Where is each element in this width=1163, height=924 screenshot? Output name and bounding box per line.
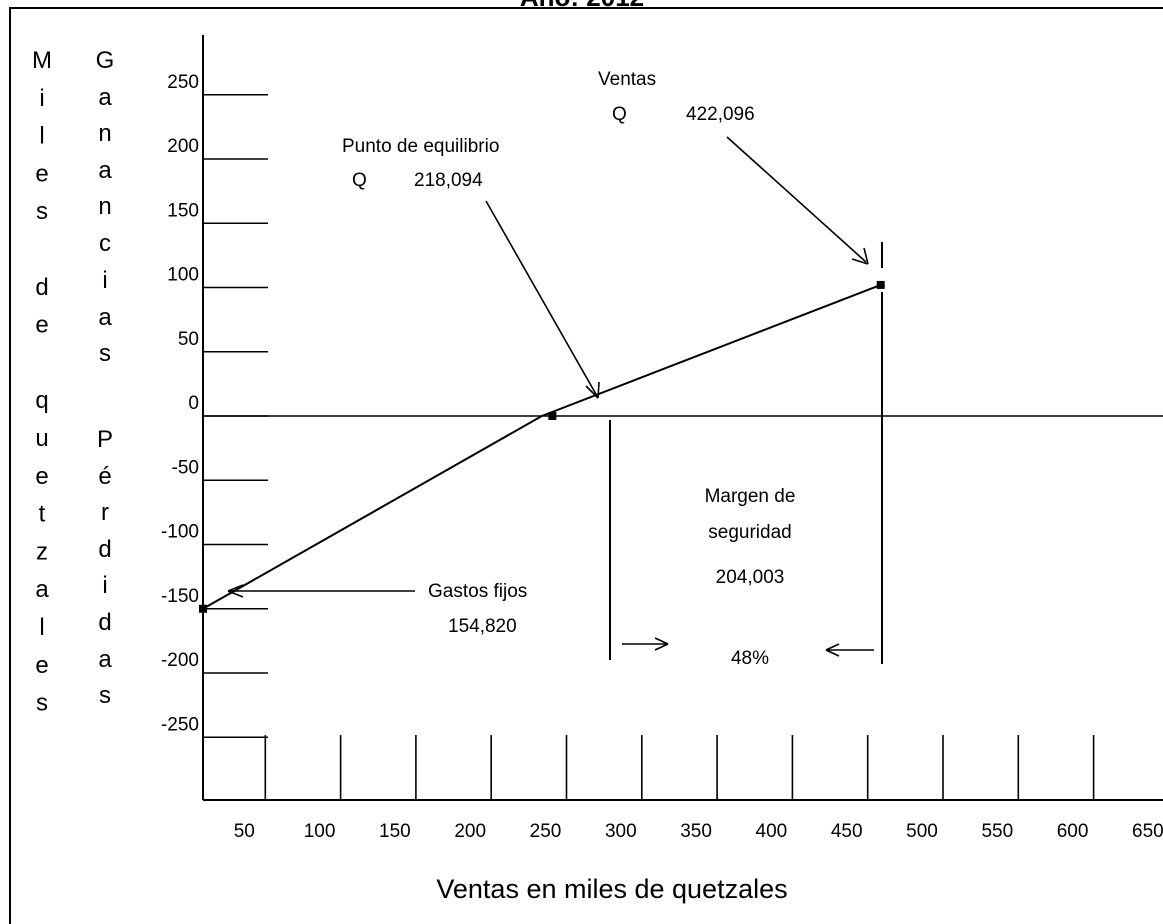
y-label-inner-letter: n [98, 193, 111, 220]
y-label-outer-letter: z [36, 538, 48, 565]
x-tick-label: 350 [680, 821, 712, 842]
y-label-outer-letter: q [35, 387, 48, 414]
safety-margin-value: 204,003 [716, 567, 785, 588]
y-label-inner-letter: d [98, 609, 111, 636]
breakeven-currency: Q [352, 170, 367, 191]
y-label-outer-letter: e [35, 160, 48, 187]
x-tick-label: 600 [1057, 821, 1089, 842]
x-tick-label: 650 [1132, 821, 1163, 842]
y-tick-label: -250 [161, 714, 199, 735]
fixed-costs-value: 154,820 [448, 616, 517, 637]
y-tick-label: -50 [172, 457, 199, 478]
sales-arrowhead [851, 247, 869, 265]
x-axis-ticks: 50 100 150 200 250 300 350 400 450 500 550 600 650 [234, 735, 1163, 842]
y-label-inner-letter: é [98, 463, 111, 490]
y-label-inner-letter: a [98, 157, 112, 184]
y-tick-label: -200 [161, 650, 199, 671]
y-axis-ticks: 250 200 150 100 50 0 -50 -100 -150 -200 -250 [161, 72, 268, 739]
y-tick-label: 50 [178, 329, 199, 350]
chart-title: Año: 2012 [520, 0, 644, 12]
y-tick-label: 0 [188, 393, 199, 414]
x-axis-label: Ventas en miles de quetzales [436, 874, 787, 904]
y-label-inner-letter: r [101, 499, 109, 526]
x-tick-label: 400 [756, 821, 788, 842]
fixed-costs-label: Gastos fijos [428, 581, 527, 602]
safety-margin-percent: 48% [731, 648, 769, 669]
y-label-outer-letter: e [35, 312, 48, 339]
x-tick-label: 300 [605, 821, 637, 842]
y-tick-label: -100 [161, 522, 199, 543]
y-label-inner-letter: a [98, 304, 112, 331]
breakeven-label: Punto de equilibrio [342, 136, 499, 157]
sales-currency: Q [612, 104, 627, 125]
y-label-outer-letter: e [35, 652, 48, 679]
safety-margin-label-1: Margen de [705, 486, 796, 507]
chart-border [9, 7, 1163, 924]
safety-margin-arrowhead-left [825, 643, 840, 657]
x-tick-label: 250 [530, 821, 562, 842]
sales-arrow [726, 136, 867, 263]
y-tick-label: 150 [167, 200, 199, 221]
y-label-inner-letter: i [102, 267, 107, 294]
data-point-marker [876, 280, 885, 289]
y-label-inner-letter: c [99, 230, 111, 257]
y-label-outer-letter: u [35, 425, 48, 452]
series-layer [199, 280, 885, 613]
profit-line [202, 283, 882, 610]
y-tick-label: 250 [167, 72, 199, 93]
sales-value: 422,096 [686, 104, 755, 125]
x-tick-label: 450 [831, 821, 863, 842]
x-tick-label: 100 [304, 821, 336, 842]
y-label-outer-letter: l [39, 614, 44, 641]
y-label-inner-letter: d [98, 536, 111, 563]
data-point-marker [199, 604, 207, 613]
x-tick-label: 50 [234, 821, 255, 842]
y-tick-label: -150 [161, 586, 199, 607]
y-tick-label: 100 [167, 265, 199, 286]
sales-label: Ventas [598, 69, 656, 90]
y-label-outer-letter: s [36, 198, 48, 225]
y-label-outer-letter: t [39, 501, 46, 528]
x-tick-label: 150 [379, 821, 411, 842]
breakeven-arrow [485, 200, 598, 397]
x-tick-label: 550 [981, 821, 1013, 842]
y-label-inner-letter: n [98, 120, 111, 147]
y-label-outer-letter: e [35, 463, 48, 490]
y-label-inner-letter: i [102, 572, 107, 599]
y-label-outer-letter: i [39, 85, 44, 112]
data-point-marker [548, 412, 557, 420]
x-tick-label: 500 [906, 821, 938, 842]
y-label-inner-letter: a [98, 646, 112, 673]
y-label-inner-letter: s [99, 340, 111, 367]
y-label-outer-letter: a [35, 576, 49, 603]
y-label-outer-letter: l [39, 123, 44, 150]
y-label-outer-letter: s [36, 690, 48, 717]
y-label-inner-letter: a [98, 84, 112, 111]
y-label-outer-letter: M [32, 47, 52, 74]
y-label-inner-letter: G [96, 47, 115, 74]
breakeven-arrowhead [585, 381, 600, 399]
safety-margin-label-2: seguridad [708, 522, 791, 543]
y-label-inner-letter: s [99, 682, 111, 709]
breakeven-value: 218,094 [414, 170, 483, 191]
x-tick-label: 200 [454, 821, 486, 842]
fixed-costs-arrowhead [227, 584, 244, 598]
y-label-outer-letter: d [35, 274, 48, 301]
y-tick-label: 200 [167, 136, 199, 157]
safety-margin-arrowhead-right [654, 637, 669, 651]
y-label-inner-letter: P [97, 426, 113, 453]
